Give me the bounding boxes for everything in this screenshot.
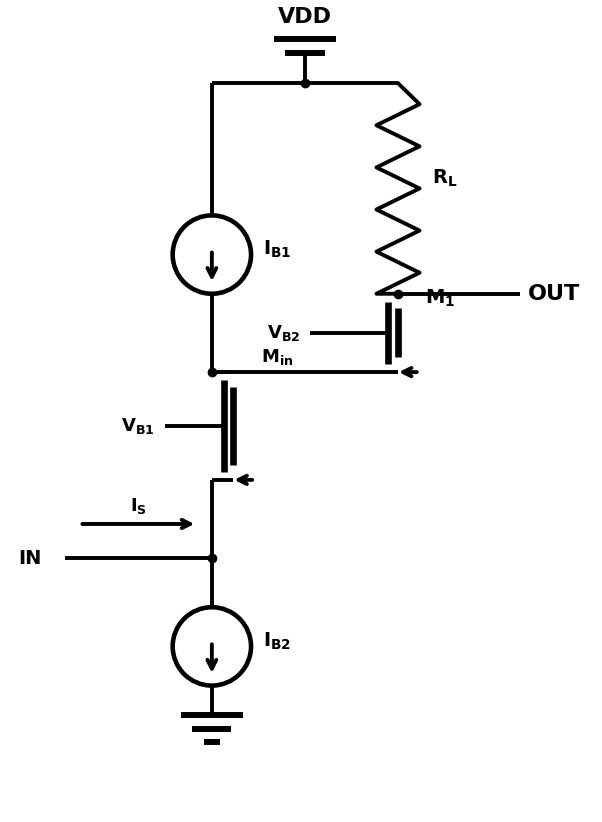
Text: $\mathbf{M_{in}}$: $\mathbf{M_{in}}$ bbox=[261, 347, 293, 367]
Text: $\mathbf{V_{B1}}$: $\mathbf{V_{B1}}$ bbox=[122, 416, 155, 436]
Text: $\mathbf{I_{B1}}$: $\mathbf{I_{B1}}$ bbox=[263, 239, 291, 261]
Text: $\mathbf{R_L}$: $\mathbf{R_L}$ bbox=[432, 168, 458, 189]
Text: OUT: OUT bbox=[529, 284, 580, 304]
Text: $\mathbf{M_1}$: $\mathbf{M_1}$ bbox=[426, 288, 456, 309]
Text: $\mathbf{I_S}$: $\mathbf{I_S}$ bbox=[130, 496, 147, 516]
Text: $\mathbf{V_{B2}}$: $\mathbf{V_{B2}}$ bbox=[267, 323, 300, 343]
Text: IN: IN bbox=[18, 549, 42, 568]
Text: VDD: VDD bbox=[278, 7, 332, 27]
Text: $\mathbf{I_{B2}}$: $\mathbf{I_{B2}}$ bbox=[263, 630, 291, 652]
